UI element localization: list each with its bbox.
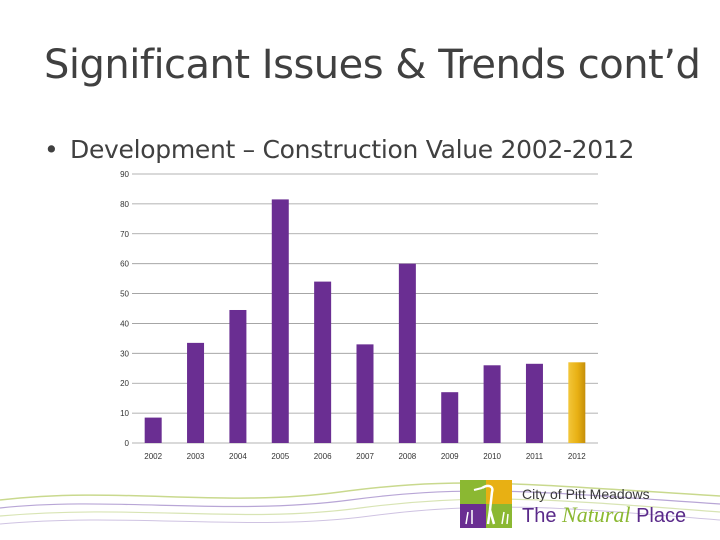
x-tick-label: 2007 — [356, 452, 374, 461]
bar-2003 — [187, 342, 205, 443]
y-tick-label: 30 — [120, 349, 129, 358]
bar-2006 — [314, 281, 332, 443]
bar-2008 — [398, 263, 416, 443]
bullet-item: • Development – Construction Value 2002-2… — [44, 135, 634, 164]
city-name: City of Pitt Meadows — [522, 486, 650, 502]
x-tick-label: 2009 — [441, 452, 459, 461]
x-tick-label: 2003 — [187, 452, 205, 461]
heron-logo-icon — [460, 480, 512, 528]
bar-2011 — [525, 363, 543, 443]
city-logo: City of Pitt Meadows The Natural Place — [460, 480, 690, 530]
x-tick-label: 2012 — [568, 452, 586, 461]
y-tick-label: 80 — [120, 200, 129, 209]
x-tick-label: 2004 — [229, 452, 247, 461]
decorative-waves — [0, 482, 720, 525]
y-tick-label: 0 — [125, 439, 130, 448]
y-tick-label: 20 — [120, 379, 129, 388]
x-tick-label: 2006 — [314, 452, 332, 461]
tagline-suffix: Place — [636, 505, 687, 527]
bar-2010 — [483, 365, 501, 443]
tagline-emphasis: Natural — [562, 502, 631, 527]
bullet-text: Development – Construction Value 2002-20… — [70, 135, 635, 164]
y-tick-label: 90 — [120, 170, 129, 179]
x-tick-label: 2011 — [526, 452, 544, 461]
x-tick-label: 2005 — [271, 452, 289, 461]
y-tick-label: 40 — [120, 319, 129, 328]
x-tick-label: 2008 — [398, 452, 416, 461]
y-tick-label: 60 — [120, 260, 129, 269]
bar-2002 — [144, 417, 162, 443]
bullet-dot: • — [44, 135, 59, 164]
bar-2005 — [271, 199, 289, 443]
logo-tagline: The Natural Place — [522, 502, 686, 528]
bar-2007 — [356, 344, 374, 443]
slide-title: Significant Issues & Trends cont’d — [44, 42, 701, 88]
y-tick-label: 10 — [120, 409, 129, 418]
y-tick-label: 50 — [120, 290, 129, 299]
tagline-prefix: The — [522, 505, 557, 527]
bar-2004 — [229, 309, 247, 443]
x-tick-label: 2002 — [144, 452, 162, 461]
x-tick-label: 2010 — [483, 452, 501, 461]
bar-2012 — [568, 362, 586, 443]
bar-2009 — [441, 392, 459, 443]
y-tick-label: 70 — [120, 230, 129, 239]
